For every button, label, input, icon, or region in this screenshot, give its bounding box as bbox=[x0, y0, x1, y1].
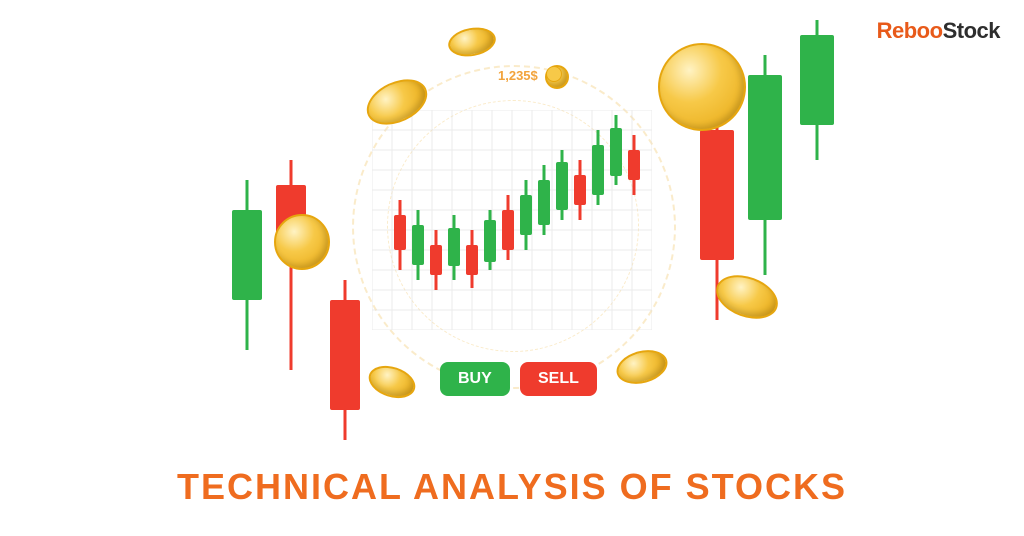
candlestick bbox=[430, 0, 442, 536]
logo-part-1: Reboo bbox=[877, 18, 943, 43]
sell-button-label: SELL bbox=[538, 370, 579, 387]
buy-button-label: BUY bbox=[458, 370, 492, 387]
candle-body bbox=[800, 35, 834, 125]
candle-body bbox=[700, 130, 734, 260]
candle-body bbox=[538, 180, 550, 225]
candlestick bbox=[484, 0, 496, 536]
candlestick bbox=[748, 0, 782, 536]
candlestick bbox=[800, 0, 834, 536]
candle-body bbox=[610, 128, 622, 176]
candlestick bbox=[330, 0, 360, 536]
candle-body bbox=[430, 245, 442, 275]
coin-icon bbox=[274, 214, 330, 270]
candle-body bbox=[748, 75, 782, 220]
candle-body bbox=[628, 150, 640, 180]
candlestick bbox=[592, 0, 604, 536]
page-title: TECHNICAL ANALYSIS OF STOCKS bbox=[0, 466, 1024, 508]
brand-logo: RebooStock bbox=[877, 18, 1000, 44]
candlestick bbox=[628, 0, 640, 536]
candle-body bbox=[394, 215, 406, 250]
candlestick bbox=[232, 0, 262, 536]
candlestick bbox=[448, 0, 460, 536]
candlestick bbox=[574, 0, 586, 536]
candlestick bbox=[466, 0, 478, 536]
candle-body bbox=[448, 228, 460, 266]
title-text: TECHNICAL ANALYSIS OF STOCKS bbox=[177, 466, 847, 507]
sell-button[interactable]: SELL bbox=[520, 362, 597, 396]
candle-body bbox=[466, 245, 478, 275]
candlestick bbox=[610, 0, 622, 536]
candle-body bbox=[520, 195, 532, 235]
candle-body bbox=[232, 210, 262, 300]
buy-button[interactable]: BUY bbox=[440, 362, 510, 396]
candle-body bbox=[574, 175, 586, 205]
candle-body bbox=[412, 225, 424, 265]
candle-body bbox=[592, 145, 604, 195]
candle-body bbox=[484, 220, 496, 262]
logo-part-2: Stock bbox=[943, 18, 1000, 43]
price-value: 1,235$ bbox=[498, 68, 538, 83]
price-coin-icon bbox=[546, 66, 562, 82]
candle-body bbox=[556, 162, 568, 210]
candle-body bbox=[330, 300, 360, 410]
price-label: 1,235$ bbox=[498, 68, 538, 83]
candle-body bbox=[502, 210, 514, 250]
coin-icon bbox=[658, 43, 746, 131]
